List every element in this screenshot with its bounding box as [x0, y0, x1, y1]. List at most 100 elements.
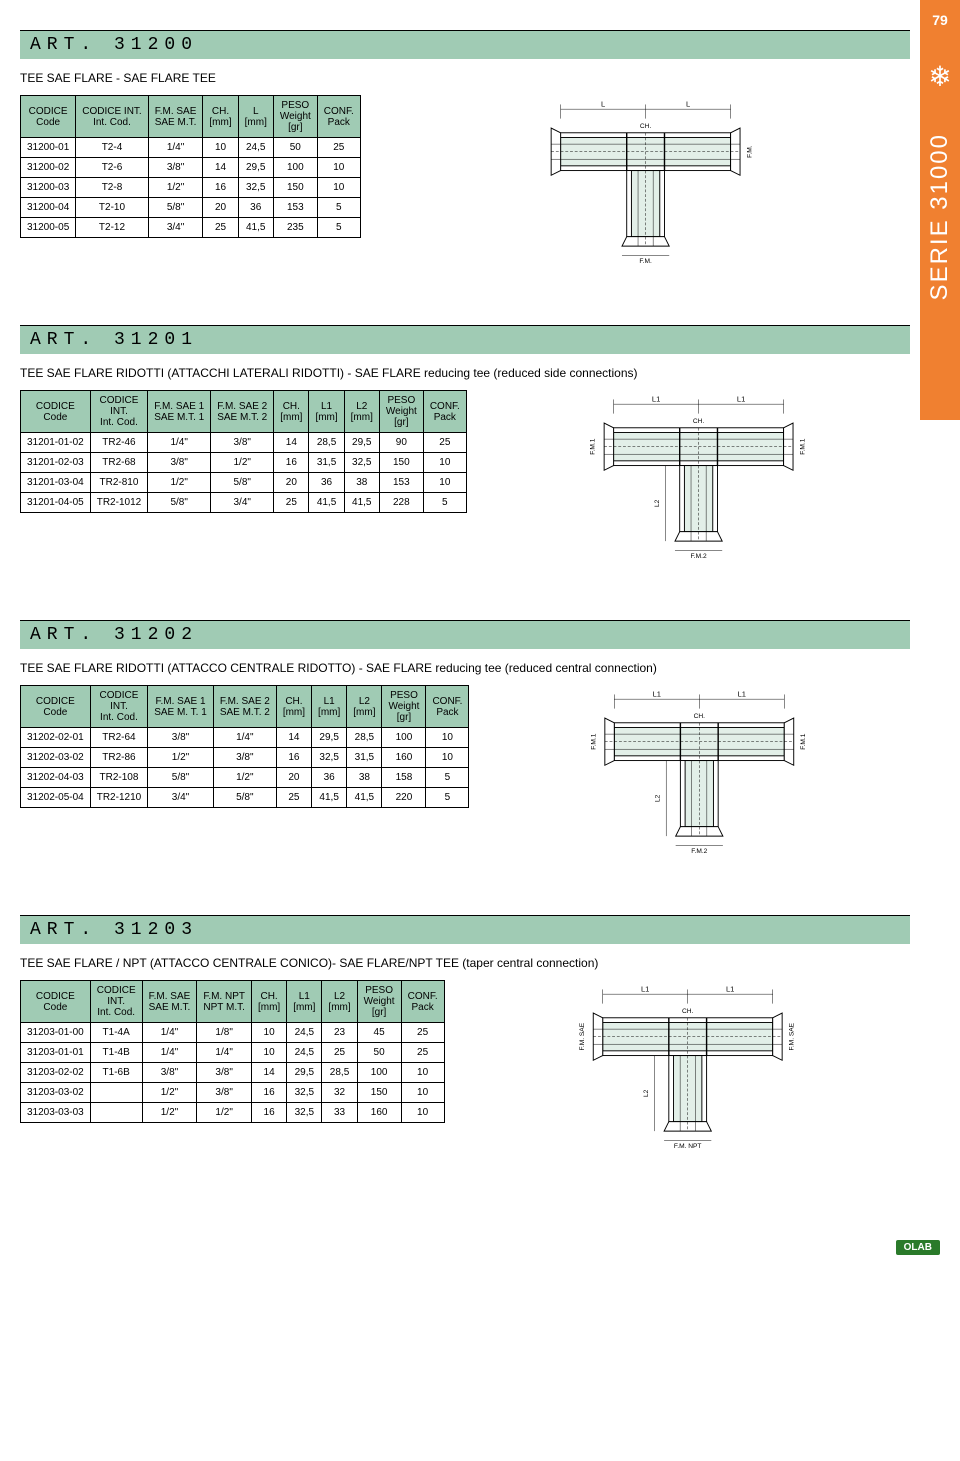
table-cell: 20 [203, 198, 238, 218]
column-header: F.M. SAE 1 SAE M. T. 1 [148, 686, 214, 728]
table-cell: 3/8" [148, 453, 211, 473]
svg-text:L: L [601, 99, 605, 108]
snowflake-icon: ❄ [920, 60, 960, 93]
table-cell: 38 [344, 473, 379, 493]
table-cell: 1/2" [148, 748, 214, 768]
table-cell: 10 [317, 158, 360, 178]
table-cell: 31200-03 [21, 178, 76, 198]
table-cell: 41,5 [344, 493, 379, 513]
table-cell: 14 [274, 433, 309, 453]
table-cell: 3/8" [213, 748, 276, 768]
table-cell: 1/2" [148, 473, 211, 493]
footer-logo: OLAB [896, 1240, 940, 1255]
table-cell: 41,5 [312, 788, 347, 808]
table-cell: 29,5 [344, 433, 379, 453]
table-cell: 3/8" [197, 1063, 252, 1083]
table-cell: 10 [426, 748, 469, 768]
table-cell: TR2-1210 [90, 788, 147, 808]
series-label: SERIE 31000 [926, 133, 954, 300]
section-header: ART. 31203 [20, 915, 910, 944]
table-cell: 100 [382, 728, 426, 748]
svg-text:F.M.: F.M. [639, 258, 652, 265]
column-header: L2 [mm] [322, 981, 357, 1023]
table-cell: 25 [317, 138, 360, 158]
table-cell: 31200-04 [21, 198, 76, 218]
table-cell: 31200-01 [21, 138, 76, 158]
table-cell: 10 [401, 1083, 444, 1103]
svg-text:L1: L1 [738, 689, 746, 698]
table-cell: 1/8" [197, 1023, 252, 1043]
svg-text:CH.: CH. [640, 123, 652, 130]
svg-text:CH.: CH. [682, 1008, 694, 1015]
table-row: 31202-03-02TR2-861/2"3/8"1632,531,516010 [21, 748, 469, 768]
table-row: 31203-01-00T1-4A1/4"1/8"1024,5234525 [21, 1023, 445, 1043]
column-header: CH. [mm] [251, 981, 286, 1023]
table-cell: TR2-108 [90, 768, 147, 788]
svg-text:F.M.1: F.M.1 [590, 438, 597, 454]
table-cell: 3/8" [211, 433, 274, 453]
table-cell: 41,5 [347, 788, 382, 808]
section-body: CODICE CodeCODICE INT. Int. Cod.F.M. SAE… [20, 980, 910, 1150]
table-row: 31202-02-01TR2-643/8"1/4"1429,528,510010 [21, 728, 469, 748]
tee-diagram: L1 L1 CH. F.M.2 F.M.1 [487, 390, 910, 560]
svg-text:L2: L2 [655, 794, 662, 802]
data-table: CODICE CodeCODICE INT. Int. Cod.F.M. SAE… [20, 980, 445, 1123]
table-cell: 1/4" [142, 1023, 197, 1043]
table-cell: 31203-03-03 [21, 1103, 91, 1123]
column-header: PESO Weight [gr] [379, 391, 423, 433]
table-cell: 29,5 [312, 728, 347, 748]
data-table: CODICE CodeCODICE INT. Int. Cod.F.M. SAE… [20, 685, 469, 808]
table-cell: 31203-02-02 [21, 1063, 91, 1083]
svg-text:F.M.: F.M. [746, 145, 753, 158]
column-header: L2 [mm] [347, 686, 382, 728]
footer: OLAB [0, 1230, 960, 1265]
table-cell: 3/8" [148, 728, 214, 748]
svg-text:L2: L2 [643, 1089, 650, 1097]
table-row: 31203-03-031/2"1/2"1632,53316010 [21, 1103, 445, 1123]
table-cell: 100 [273, 158, 317, 178]
table-cell: 14 [203, 158, 238, 178]
table-cell: 16 [251, 1083, 286, 1103]
section-subtitle: TEE SAE FLARE / NPT (ATTACCO CENTRALE CO… [20, 956, 910, 970]
column-header: F.M. SAE 2 SAE M.T. 2 [213, 686, 276, 728]
table-cell: T1-4A [90, 1023, 142, 1043]
table-cell [90, 1083, 142, 1103]
table-cell: 31202-04-03 [21, 768, 91, 788]
table-cell: 160 [382, 748, 426, 768]
svg-text:F.M.2: F.M.2 [690, 553, 706, 560]
table-row: 31202-04-03TR2-1085/8"1/2"2036381585 [21, 768, 469, 788]
table-cell: 10 [401, 1063, 444, 1083]
table-cell: 3/8" [148, 158, 203, 178]
table-cell: 25 [274, 493, 309, 513]
table-cell: 31201-04-05 [21, 493, 91, 513]
table-cell: 31202-05-04 [21, 788, 91, 808]
table-row: 31202-05-04TR2-12103/4"5/8"2541,541,5220… [21, 788, 469, 808]
column-header: CODICE Code [21, 686, 91, 728]
table-row: 31203-03-021/2"3/8"1632,53215010 [21, 1083, 445, 1103]
table-cell: 32,5 [238, 178, 273, 198]
section-subtitle: TEE SAE FLARE RIDOTTI (ATTACCO CENTRALE … [20, 661, 910, 675]
table-cell: T2-10 [76, 198, 148, 218]
section-header: ART. 31200 [20, 30, 910, 59]
table-cell: 45 [357, 1023, 401, 1043]
svg-text:L1: L1 [737, 394, 745, 403]
table-cell: 31203-01-00 [21, 1023, 91, 1043]
table-cell: 28,5 [347, 728, 382, 748]
table-cell: 1/2" [142, 1103, 197, 1123]
table-cell: 16 [203, 178, 238, 198]
table-cell: 3/8" [197, 1083, 252, 1103]
table-cell: 32,5 [287, 1103, 322, 1123]
table-cell: 25 [401, 1043, 444, 1063]
table-cell: 5/8" [148, 493, 211, 513]
table-cell: 31,5 [347, 748, 382, 768]
table-cell: 41,5 [238, 218, 273, 238]
table-cell [90, 1103, 142, 1123]
table-cell: 150 [379, 453, 423, 473]
table-cell: 153 [379, 473, 423, 493]
column-header: L [mm] [238, 96, 273, 138]
table-cell: 5/8" [211, 473, 274, 493]
table-cell: 90 [379, 433, 423, 453]
column-header: L1 [mm] [309, 391, 344, 433]
table-cell: 5/8" [148, 768, 214, 788]
column-header: F.M. SAE SAE M.T. [142, 981, 197, 1023]
